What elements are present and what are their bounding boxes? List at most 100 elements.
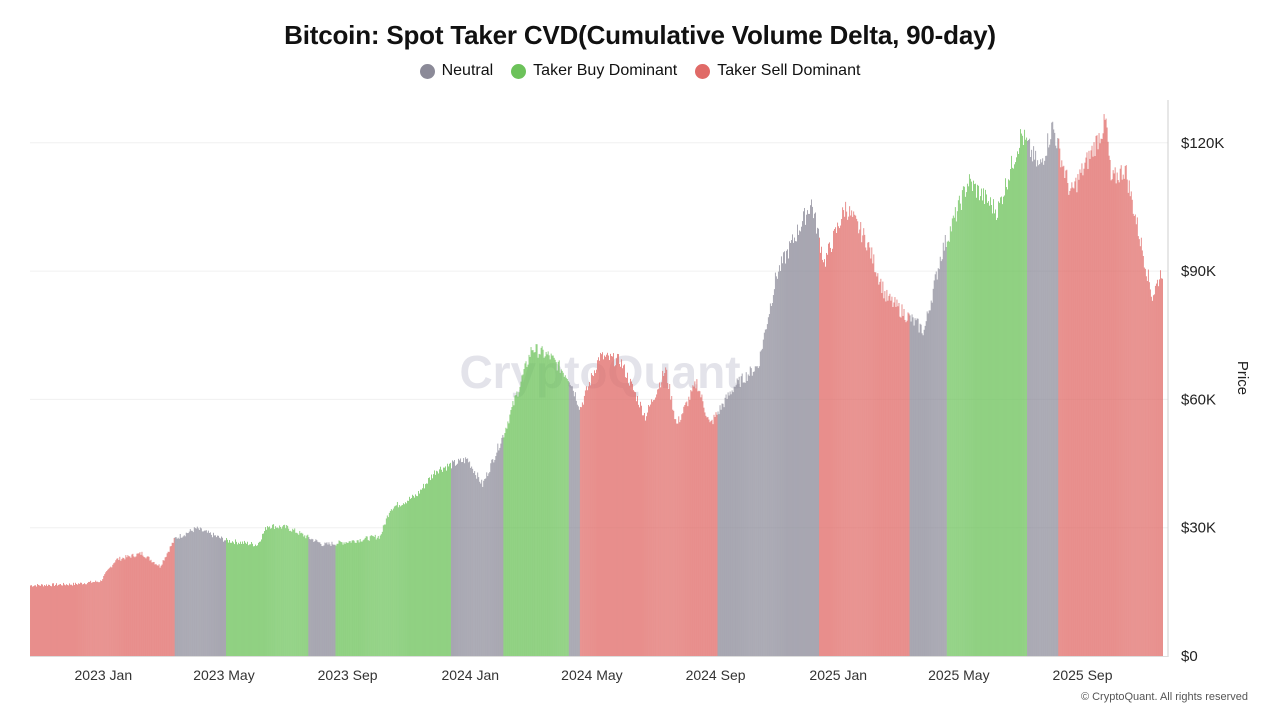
price-bar[interactable]: [715, 412, 717, 656]
price-bar[interactable]: [568, 382, 570, 656]
price-bar[interactable]: [129, 556, 131, 656]
price-bar[interactable]: [181, 537, 183, 656]
price-bar[interactable]: [346, 542, 348, 656]
price-bar[interactable]: [337, 543, 339, 656]
price-bar[interactable]: [448, 466, 449, 656]
price-bar[interactable]: [137, 553, 139, 656]
price-bar[interactable]: [1116, 172, 1118, 657]
price-bar[interactable]: [119, 556, 121, 656]
price-bar[interactable]: [548, 355, 550, 656]
price-bar[interactable]: [445, 466, 446, 656]
price-bar[interactable]: [679, 422, 681, 656]
price-bar[interactable]: [287, 525, 289, 656]
price-bar[interactable]: [493, 462, 495, 656]
price-bar[interactable]: [537, 357, 539, 656]
price-bar[interactable]: [635, 392, 636, 656]
price-bar[interactable]: [823, 262, 824, 656]
price-bar[interactable]: [966, 183, 968, 656]
price-bar[interactable]: [419, 493, 420, 656]
price-bar[interactable]: [91, 582, 93, 656]
price-bar[interactable]: [256, 545, 257, 656]
legend-item-neutral[interactable]: Neutral: [419, 62, 493, 80]
price-bar[interactable]: [1028, 139, 1030, 657]
price-bar[interactable]: [856, 218, 858, 656]
price-bar[interactable]: [1078, 179, 1080, 657]
price-bar[interactable]: [409, 496, 410, 656]
price-bar[interactable]: [810, 205, 811, 656]
price-bar[interactable]: [281, 528, 283, 656]
price-bar[interactable]: [71, 584, 72, 656]
price-bar[interactable]: [335, 545, 337, 657]
price-bar[interactable]: [49, 584, 50, 656]
price-bar[interactable]: [802, 221, 803, 656]
price-bar[interactable]: [659, 382, 661, 656]
price-bar[interactable]: [505, 427, 507, 656]
legend-item-taker-buy[interactable]: Taker Buy Dominant: [511, 62, 677, 80]
price-bar[interactable]: [754, 366, 756, 656]
price-bar[interactable]: [816, 233, 817, 656]
price-bar[interactable]: [690, 390, 692, 656]
price-bar[interactable]: [803, 211, 804, 656]
price-bar[interactable]: [90, 580, 92, 656]
price-bar[interactable]: [392, 508, 394, 656]
price-bar[interactable]: [940, 261, 942, 656]
price-bar[interactable]: [138, 553, 140, 656]
price-bar[interactable]: [1120, 165, 1122, 656]
price-bar[interactable]: [331, 541, 333, 656]
price-bar[interactable]: [801, 226, 802, 656]
price-bar[interactable]: [584, 390, 586, 656]
price-bar[interactable]: [1098, 133, 1100, 657]
price-bar[interactable]: [868, 242, 870, 656]
price-bar[interactable]: [134, 557, 136, 656]
price-bar[interactable]: [73, 582, 74, 656]
price-bar[interactable]: [1009, 180, 1010, 656]
price-bar[interactable]: [1160, 278, 1162, 656]
price-bar[interactable]: [976, 197, 977, 657]
price-bar[interactable]: [57, 585, 58, 656]
price-bar[interactable]: [433, 474, 434, 656]
price-bar[interactable]: [563, 376, 565, 656]
price-bar[interactable]: [807, 210, 808, 656]
price-bar[interactable]: [1014, 164, 1015, 656]
price-bar[interactable]: [661, 382, 663, 656]
price-bar[interactable]: [773, 289, 775, 656]
price-bar[interactable]: [826, 252, 827, 657]
price-bar[interactable]: [611, 356, 612, 656]
price-bar[interactable]: [865, 247, 867, 657]
price-bar[interactable]: [1081, 163, 1083, 657]
price-bar[interactable]: [841, 218, 843, 657]
price-bar[interactable]: [732, 392, 734, 656]
price-bar[interactable]: [1050, 139, 1052, 656]
price-bar[interactable]: [115, 560, 117, 656]
price-bar[interactable]: [305, 538, 307, 656]
price-bar[interactable]: [50, 585, 51, 656]
price-bar[interactable]: [1042, 158, 1044, 657]
price-bar[interactable]: [260, 541, 261, 656]
price-bar[interactable]: [255, 544, 256, 656]
price-bar[interactable]: [1018, 153, 1019, 656]
price-bar[interactable]: [892, 306, 894, 656]
price-bar[interactable]: [838, 226, 840, 656]
price-bar[interactable]: [125, 555, 127, 656]
price-bar[interactable]: [400, 505, 402, 656]
price-bar[interactable]: [436, 470, 437, 656]
price-bar[interactable]: [143, 556, 145, 656]
price-bar[interactable]: [218, 535, 219, 656]
price-bar[interactable]: [504, 433, 506, 656]
price-bar[interactable]: [206, 532, 208, 656]
price-bar[interactable]: [699, 391, 701, 656]
price-bar[interactable]: [851, 210, 853, 656]
price-bar[interactable]: [583, 395, 585, 656]
price-bar[interactable]: [92, 582, 94, 656]
price-bar[interactable]: [746, 380, 748, 656]
price-bar[interactable]: [896, 299, 898, 656]
price-bar[interactable]: [886, 289, 888, 656]
price-bar[interactable]: [571, 386, 573, 656]
price-bar[interactable]: [743, 382, 745, 656]
price-bar[interactable]: [569, 384, 571, 656]
price-bar[interactable]: [610, 353, 611, 656]
price-bar[interactable]: [701, 394, 703, 656]
price-bar[interactable]: [364, 537, 366, 656]
price-bar[interactable]: [63, 582, 64, 656]
price-bar[interactable]: [503, 437, 505, 656]
